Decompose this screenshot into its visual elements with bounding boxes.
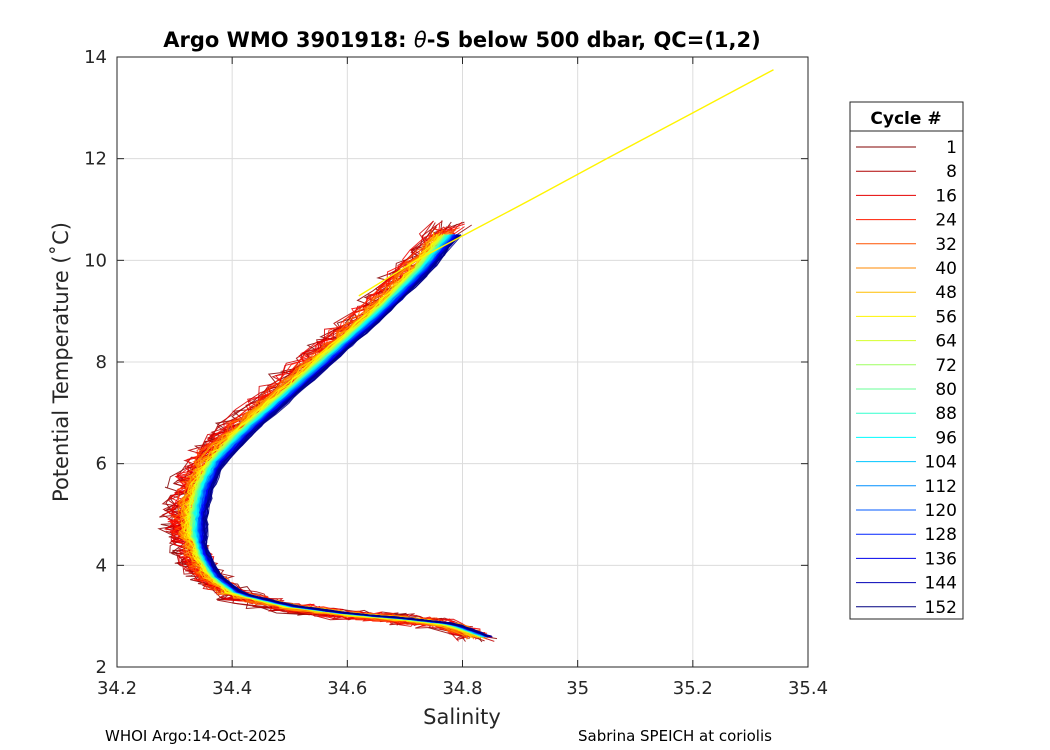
x-tick-label: 34.4 <box>212 678 252 699</box>
legend-entry-label: 8 <box>946 162 957 182</box>
chart-title: Argo WMO 3901918: θ-S below 500 dbar, QC… <box>163 28 760 52</box>
legend-entry-label: 56 <box>935 307 957 327</box>
legend-entry-label: 104 <box>925 453 957 473</box>
y-tick-label: 14 <box>84 47 107 68</box>
x-tick-label: 35 <box>566 678 589 699</box>
profile-warm-extension <box>358 69 774 297</box>
y-tick-label: 2 <box>96 657 107 678</box>
y-axis: 2 4 6 8 10 12 14 <box>84 47 808 678</box>
legend-entry-label: 16 <box>935 186 957 206</box>
legend-entry-label: 112 <box>925 477 957 497</box>
legend-entry-label: 96 <box>935 428 957 448</box>
x-tick-label: 35.4 <box>788 678 828 699</box>
footer-right: Sabrina SPEICH at coriolis <box>578 727 772 745</box>
footer-left: WHOI Argo:14-Oct-2025 <box>105 727 286 745</box>
profile-line <box>204 234 489 638</box>
legend-entry-label: 32 <box>935 235 957 255</box>
legend-entry-label: 72 <box>935 356 957 376</box>
legend-entry-label: 48 <box>935 283 957 303</box>
x-axis-label: Salinity <box>423 705 501 729</box>
y-tick-label: 8 <box>96 352 107 373</box>
x-tick-label: 34.6 <box>327 678 367 699</box>
legend-entry-label: 152 <box>925 598 957 618</box>
y-tick-label: 4 <box>96 555 107 576</box>
y-tick-label: 12 <box>84 149 107 170</box>
x-tick-label: 34.8 <box>442 678 482 699</box>
legend-entry-label: 24 <box>935 211 957 231</box>
x-tick-label: 35.2 <box>673 678 713 699</box>
legend-entries: 1 8 16 24 32 40 48 56 64 72 80 88 96 104 112 120 128 136 1… <box>856 138 957 618</box>
legend-entry-label: 88 <box>935 404 957 424</box>
legend-entry-label: 64 <box>935 332 957 352</box>
legend-box <box>849 101 964 620</box>
legend-entry-label: 120 <box>925 501 957 521</box>
legend-entry-label: 128 <box>925 525 957 545</box>
legend-entry-label: 80 <box>935 380 957 400</box>
profiles <box>157 69 774 643</box>
legend-entry-label: 40 <box>935 259 957 279</box>
legend-entry-label: 1 <box>946 138 957 158</box>
y-axis-label: Potential Temperature (˚C) <box>49 222 73 502</box>
y-tick-label: 10 <box>84 250 107 271</box>
profile-line <box>184 233 484 637</box>
y-tick-label: 6 <box>96 454 107 475</box>
x-tick-label: 34.2 <box>97 678 137 699</box>
legend-entry-label: 144 <box>925 574 957 594</box>
legend-title: Cycle # <box>870 109 941 129</box>
x-axis: 34.2 34.4 34.6 34.8 35 35.2 35.4 <box>97 57 828 699</box>
legend: Cycle # 1 8 16 24 32 40 48 56 64 72 80 88 96 104 112 12… <box>849 101 964 620</box>
legend-entry-label: 136 <box>925 549 957 569</box>
